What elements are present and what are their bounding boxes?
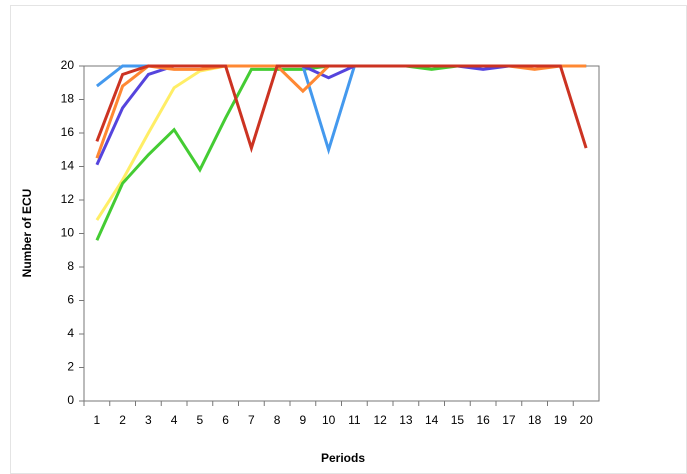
y-axis-title: Number of ECU xyxy=(20,189,34,278)
x-tick-label: 11 xyxy=(348,413,361,427)
y-tick-label: 12 xyxy=(61,192,75,206)
x-tick-label: 20 xyxy=(579,413,593,427)
y-tick-label: 20 xyxy=(61,58,75,72)
x-tick-label: 17 xyxy=(502,413,516,427)
y-tick-label: 14 xyxy=(61,159,75,173)
x-tick-label: 19 xyxy=(554,413,568,427)
y-tick-label: 8 xyxy=(67,259,74,273)
x-tick-label: 1 xyxy=(94,413,101,427)
y-tick-label: 0 xyxy=(67,393,74,407)
x-axis-title: Periods xyxy=(321,451,365,465)
y-tick-label: 6 xyxy=(67,293,74,307)
x-tick-label: 6 xyxy=(222,413,229,427)
x-tick-label: 13 xyxy=(399,413,413,427)
series-line xyxy=(95,64,587,166)
x-tick-label: 10 xyxy=(322,413,336,427)
x-tick-label: 12 xyxy=(373,413,387,427)
x-tick-label: 15 xyxy=(451,413,465,427)
series-line xyxy=(95,64,587,155)
x-tick-label: 4 xyxy=(171,413,178,427)
y-tick-label: 16 xyxy=(61,125,75,139)
y-tick-label: 2 xyxy=(67,360,74,374)
x-tick-label: 3 xyxy=(145,413,152,427)
y-tick-label: 10 xyxy=(61,226,75,240)
plot-area xyxy=(83,65,600,402)
series-line xyxy=(95,64,587,221)
y-tick-label: 4 xyxy=(67,326,74,340)
x-tick-label: 9 xyxy=(300,413,307,427)
y-tick-label: 18 xyxy=(61,92,75,106)
x-tick-label: 14 xyxy=(425,413,439,427)
x-tick-label: 5 xyxy=(197,413,204,427)
x-tick-label: 7 xyxy=(248,413,255,427)
x-tick-label: 18 xyxy=(528,413,542,427)
x-tick-label: 8 xyxy=(274,413,281,427)
x-tick-label: 16 xyxy=(476,413,490,427)
series-line xyxy=(95,64,588,154)
x-tick-label: 2 xyxy=(119,413,126,427)
